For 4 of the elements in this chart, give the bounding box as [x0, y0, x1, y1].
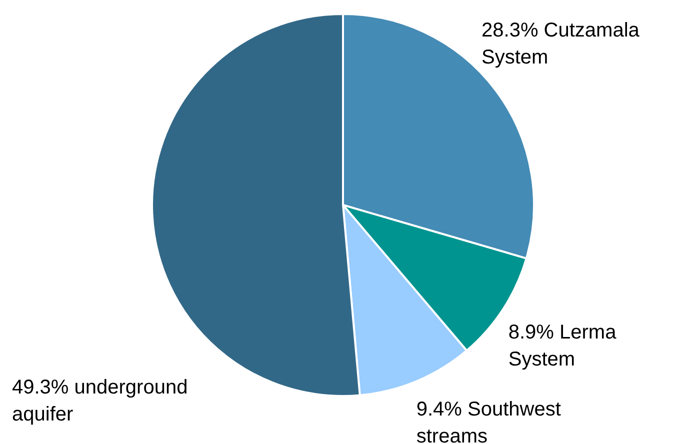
slice-label: 49.3% underground aquifer: [12, 376, 188, 426]
slice-label: 9.4% Southwest streams: [416, 398, 562, 444]
slice-label: 8.9% Lerma System: [508, 321, 618, 370]
slice-label: 28.3% Cutzamala System: [482, 19, 640, 68]
